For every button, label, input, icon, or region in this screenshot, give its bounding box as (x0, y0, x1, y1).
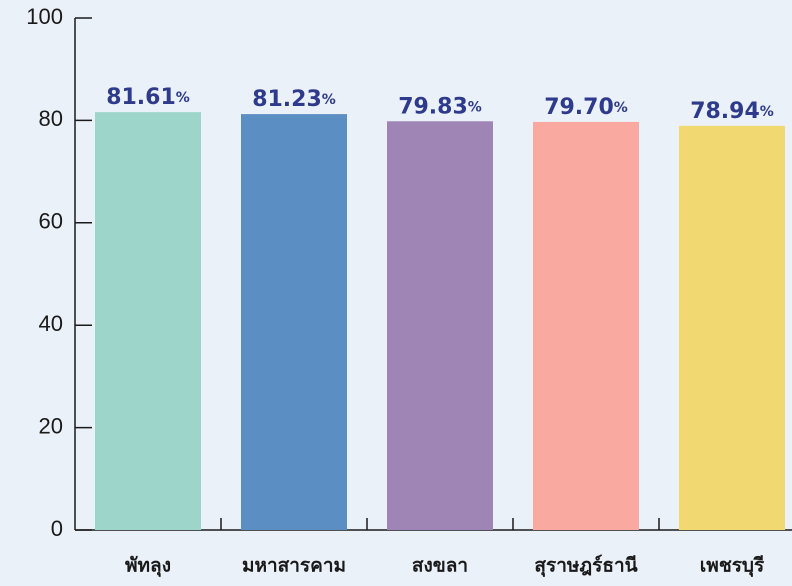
x-tick-label: พัทลุง (125, 555, 171, 578)
y-tick-label: 20 (39, 413, 63, 438)
value-label: 79.70% (544, 95, 628, 120)
y-tick-label: 0 (51, 516, 63, 541)
bar (95, 112, 201, 530)
y-tick-label: 80 (39, 106, 63, 131)
x-tick-label: สุราษฎร์ธานี (534, 555, 637, 578)
value-label: 81.61% (106, 85, 190, 110)
bar (533, 121, 639, 530)
y-tick-label: 40 (39, 311, 63, 336)
bar (387, 121, 493, 531)
value-label: 78.94% (690, 99, 774, 124)
x-tick-label: เพชรบุรี (700, 555, 765, 578)
y-tick-label: 60 (39, 209, 63, 234)
x-tick-label: มหาสารคาม (242, 555, 346, 577)
value-label: 79.83% (398, 94, 482, 119)
value-label: 81.23% (252, 87, 336, 112)
x-tick-label: สงขลา (412, 555, 468, 577)
bar (241, 114, 347, 530)
y-tick-label: 100 (26, 4, 63, 29)
bar (679, 125, 785, 530)
